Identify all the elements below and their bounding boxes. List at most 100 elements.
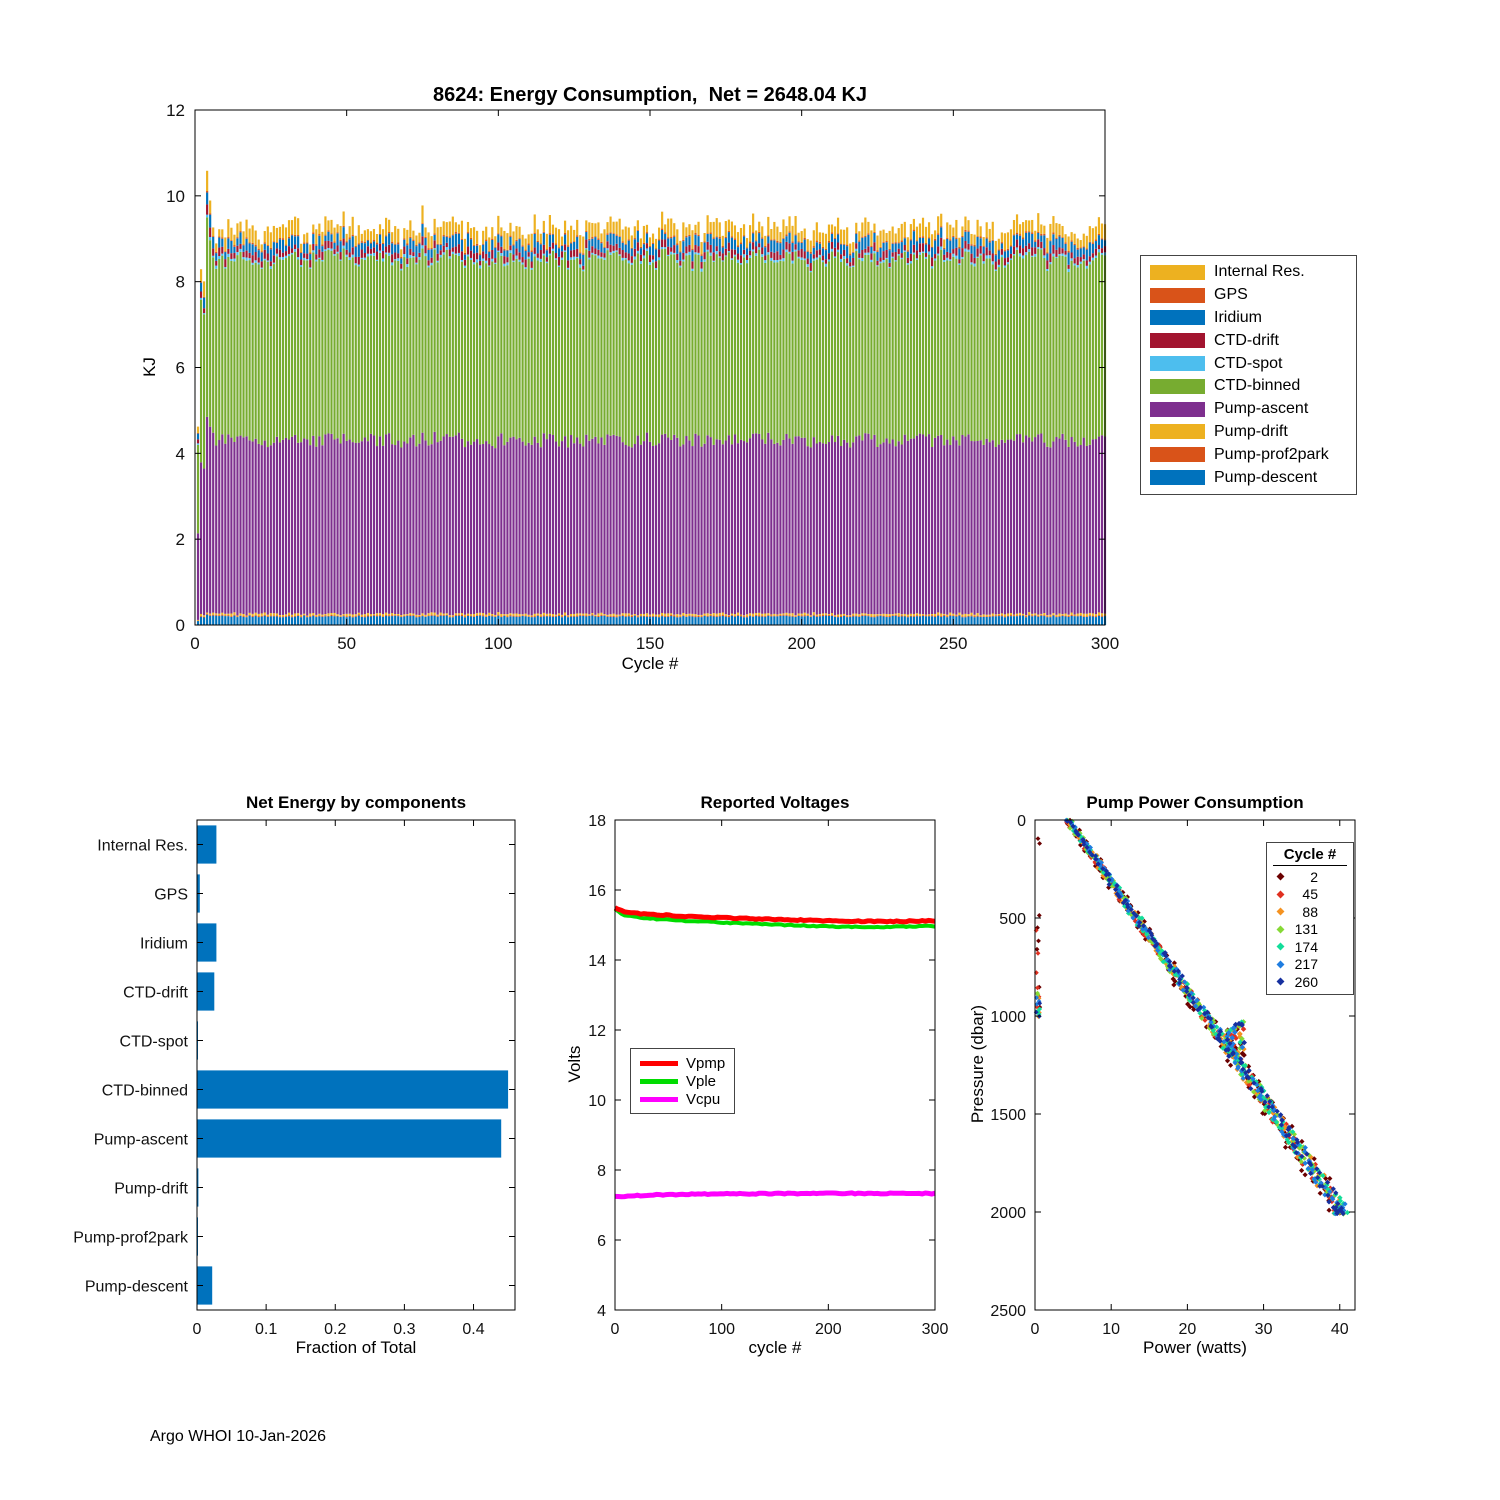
stacked-bar-segment — [239, 435, 242, 614]
stacked-bar-segment — [260, 252, 263, 262]
stacked-bar-segment — [1015, 249, 1019, 435]
stacked-bar-segment — [931, 616, 934, 625]
stacked-bar-segment — [870, 246, 873, 254]
stacked-bar-segment — [670, 238, 673, 248]
stacked-bar-segment — [485, 260, 488, 264]
stacked-bar-segment — [679, 240, 682, 252]
legend-label: Vcpu — [686, 1090, 721, 1108]
stacked-bar-segment — [840, 254, 843, 259]
stacked-bar-segment — [943, 260, 946, 262]
stacked-bar-segment — [879, 257, 882, 262]
stacked-bar-segment — [1037, 615, 1040, 617]
legend-label: CTD-binned — [1214, 377, 1301, 395]
stacked-bar-segment — [1067, 236, 1070, 252]
stacked-bar-segment — [251, 255, 254, 263]
scatter-point — [1194, 997, 1200, 1003]
scatter-point — [1035, 992, 1041, 997]
stacked-bar-segment — [278, 259, 282, 443]
stacked-bar-segment — [827, 614, 831, 616]
stacked-bar-segment — [879, 614, 882, 616]
stacked-bar-segment — [260, 613, 263, 616]
stacked-bar-segment — [482, 613, 485, 616]
scatter-point — [1230, 1050, 1236, 1056]
stacked-bar-segment — [700, 271, 703, 447]
stacked-bar-segment — [685, 436, 688, 615]
stacked-bar-segment — [958, 248, 961, 260]
stacked-bar-segment — [688, 244, 691, 252]
scatter-point — [1273, 1119, 1279, 1125]
stacked-bar-segment — [254, 244, 257, 247]
stacked-bar-segment — [955, 255, 958, 259]
stacked-bar-segment — [248, 243, 251, 253]
stacked-bar-segment — [688, 251, 691, 256]
stacked-bar-segment — [782, 238, 785, 250]
stacked-bar-segment — [360, 616, 363, 625]
stacked-bar-segment — [776, 614, 779, 616]
stacked-bar-segment — [551, 224, 555, 234]
stacked-bar-segment — [976, 616, 979, 625]
stacked-bar-segment — [1061, 615, 1064, 616]
pump-power-y-axis-label: Pressure (dbar) — [968, 1004, 987, 1124]
stacked-bar-segment — [378, 233, 382, 235]
stacked-bar-segment — [833, 442, 837, 616]
stacked-bar-segment — [445, 247, 448, 250]
stacked-bar-segment — [281, 259, 285, 440]
stacked-bar-segment — [354, 615, 357, 617]
stacked-bar-segment — [454, 435, 457, 614]
stacked-bar-segment — [1040, 614, 1043, 616]
stacked-bar-segment — [955, 615, 958, 617]
stacked-bar-segment — [1079, 257, 1082, 262]
stacked-bar-segment — [275, 613, 278, 616]
volt-y-tick: 8 — [597, 1163, 606, 1180]
scatter-point — [1264, 1093, 1270, 1099]
stacked-bar-segment — [242, 613, 245, 617]
voltage-line-vple — [613, 907, 936, 930]
stacked-bar-segment — [236, 252, 239, 256]
stacked-bar-segment — [515, 248, 518, 256]
stacked-bar-segment — [312, 435, 315, 614]
stacked-bar-segment — [594, 236, 597, 238]
stacked-bar-segment — [315, 229, 318, 245]
stacked-bar-segment — [749, 241, 752, 244]
stacked-bar-segment — [745, 238, 749, 248]
stacked-bar-segment — [667, 613, 670, 616]
stacked-bar-segment — [300, 252, 303, 254]
stacked-bar-segment — [861, 615, 864, 625]
legend-line-swatch-vpmp — [640, 1060, 678, 1066]
stacked-bar-segment — [472, 616, 476, 625]
stacked-bar-segment — [764, 262, 767, 444]
stacked-bar-segment — [272, 242, 275, 256]
stacked-bar-segment — [400, 615, 403, 617]
scatter-point — [1344, 1210, 1350, 1216]
stacked-bar-segment — [1022, 255, 1025, 259]
stacked-bar-segment — [779, 615, 782, 616]
stacked-bar-segment — [430, 444, 433, 613]
stacked-bar-segment — [206, 192, 209, 205]
stacked-bar-segment — [1031, 615, 1034, 617]
stacked-bar-segment — [648, 262, 652, 265]
stacked-bar-segment — [430, 612, 433, 615]
stacked-bar-segment — [639, 613, 642, 616]
stacked-bar-segment — [931, 615, 934, 617]
stacked-bar-segment — [482, 616, 485, 625]
stacked-bar-segment — [512, 254, 515, 261]
stacked-bar-segment — [415, 244, 418, 247]
stacked-bar-segment — [1073, 258, 1076, 264]
stacked-bar-segment — [770, 614, 773, 616]
legend-label: 88 — [1302, 903, 1318, 920]
stacked-bar-segment — [381, 250, 385, 259]
scatter-point — [1269, 1104, 1275, 1110]
stacked-bar-segment — [1100, 615, 1104, 617]
stacked-bar-segment — [891, 256, 894, 259]
scatter-point — [1286, 1132, 1292, 1138]
stacked-bar-segment — [303, 243, 306, 254]
stacked-bar-segment — [457, 232, 460, 234]
stacked-bar-segment — [336, 245, 339, 252]
stacked-bar-segment — [357, 442, 360, 613]
stacked-bar-segment — [512, 244, 515, 246]
stacked-bar-segment — [409, 220, 412, 237]
stacked-bar-segment — [809, 615, 812, 617]
stacked-bar-segment — [209, 240, 212, 427]
stacked-bar-segment — [809, 272, 812, 448]
stacked-bar-segment — [639, 444, 642, 614]
